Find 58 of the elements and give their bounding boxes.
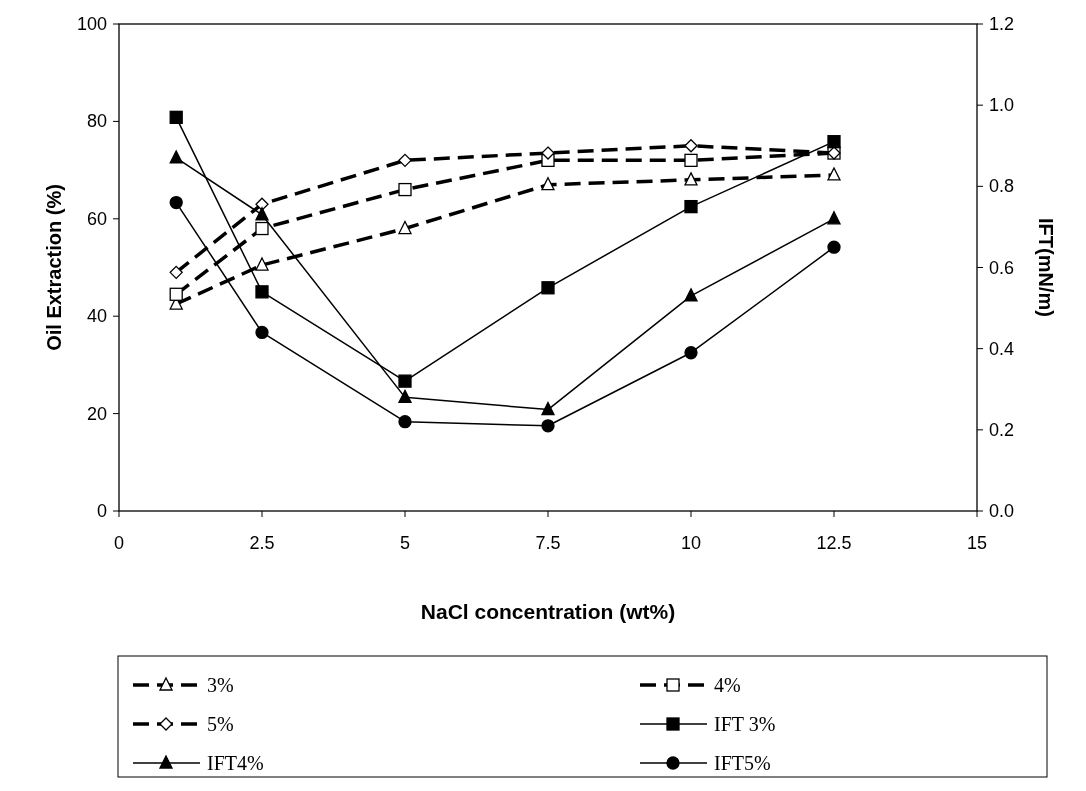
- point: [827, 240, 841, 254]
- y-tick-label: 100: [76, 14, 107, 34]
- point: [541, 401, 555, 416]
- point: [684, 172, 698, 186]
- point: [255, 285, 269, 299]
- legend-label: IFT4%: [207, 752, 264, 774]
- legend-label: IFT5%: [714, 752, 771, 774]
- x-tick-label: 0: [113, 533, 125, 553]
- y2-axis-title: IFT(mN/m): [1035, 218, 1057, 317]
- point: [169, 195, 183, 210]
- point: [541, 419, 555, 433]
- point: [398, 182, 412, 197]
- point: [398, 415, 412, 429]
- y-tick-label: 40: [86, 306, 107, 327]
- y2-tick-label: 0.4: [989, 338, 1015, 359]
- point: [541, 177, 555, 191]
- point: [169, 110, 183, 124]
- y2-tick-label: 0.6: [989, 257, 1015, 278]
- y-tick-label: 60: [86, 208, 107, 229]
- y-tick-label: 80: [86, 111, 107, 132]
- x-tick-label: 5: [399, 533, 411, 553]
- y2-tick-label: 0.8: [989, 176, 1015, 197]
- point: [541, 281, 555, 295]
- x-tick-label: 15: [966, 533, 988, 553]
- x-tick-label: 10: [680, 533, 702, 553]
- y2-tick-label: 0.0: [989, 501, 1015, 521]
- x-axis-title: NaCl concentration (wt%): [420, 600, 676, 623]
- x-tick-label: 12.5: [816, 533, 852, 553]
- point: [398, 389, 412, 404]
- legend-label: IFT 3%: [714, 713, 776, 735]
- point: [169, 287, 183, 301]
- y-tick-label: 0: [96, 501, 107, 521]
- point: [827, 167, 841, 181]
- point: [255, 325, 269, 340]
- y-axis-title: Oil Extraction (%): [43, 184, 65, 351]
- point: [255, 207, 269, 221]
- point: [398, 220, 412, 235]
- point: [827, 211, 841, 225]
- point: [684, 346, 698, 360]
- point: [827, 135, 841, 149]
- legend-label: 3%: [207, 674, 234, 696]
- point: [684, 199, 698, 214]
- x-tick-label: 7.5: [535, 533, 561, 553]
- y2-tick-label: 1.2: [989, 14, 1015, 34]
- y-tick-label: 20: [86, 403, 107, 424]
- legend-label: 4%: [714, 674, 741, 696]
- point: [169, 150, 183, 164]
- point: [255, 197, 269, 211]
- point: [255, 257, 269, 271]
- point: [255, 221, 269, 236]
- x-tick-label: 2.5: [249, 533, 275, 553]
- point: [169, 265, 183, 280]
- legend-label: 5%: [207, 713, 234, 735]
- point: [684, 153, 698, 168]
- y2-tick-label: 1.0: [989, 95, 1015, 116]
- point: [684, 288, 698, 302]
- point: [398, 374, 412, 388]
- y2-tick-label: 0.2: [989, 419, 1015, 440]
